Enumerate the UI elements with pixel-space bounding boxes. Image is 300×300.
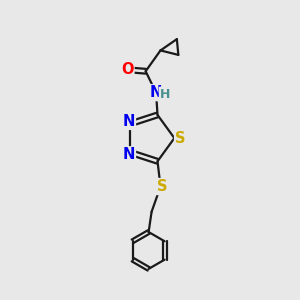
Text: O: O	[121, 62, 134, 77]
Text: N: N	[123, 114, 135, 129]
Text: H: H	[160, 88, 170, 100]
Text: S: S	[175, 130, 186, 146]
Text: N: N	[150, 85, 162, 100]
Text: S: S	[157, 179, 167, 194]
Text: N: N	[123, 147, 135, 162]
